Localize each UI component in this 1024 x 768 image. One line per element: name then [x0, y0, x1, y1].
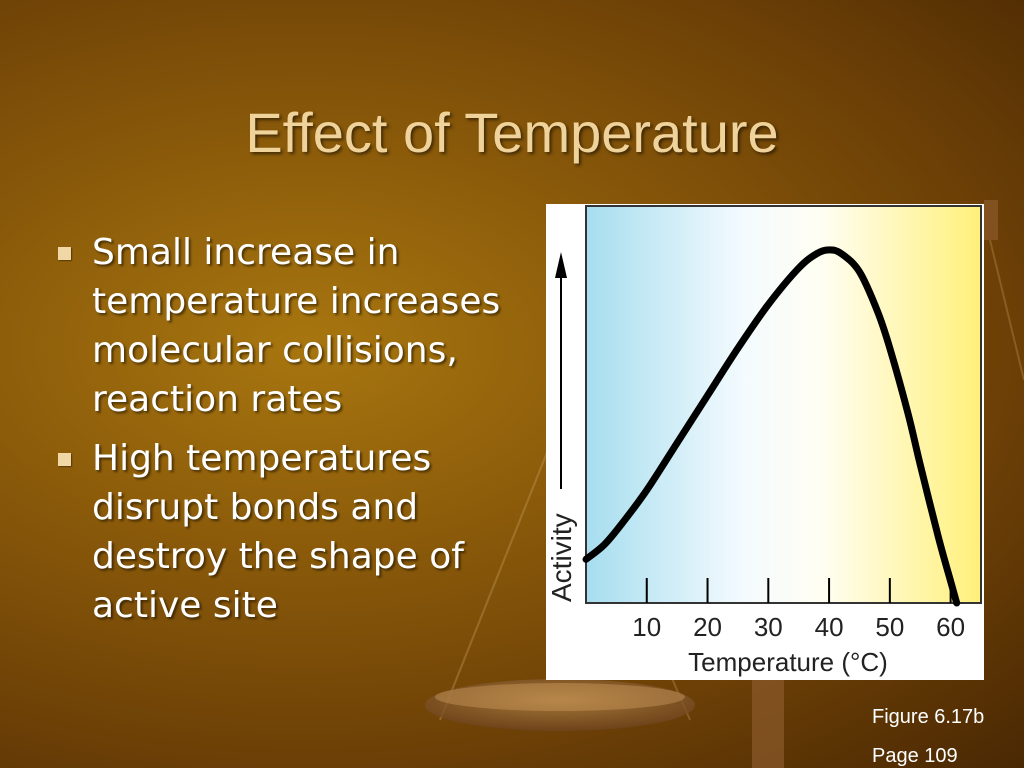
bullet-text: High temperatures disrupt bonds and dest… [92, 438, 464, 626]
figure-label: Figure 6.17b [872, 706, 985, 728]
plot-area [585, 205, 982, 604]
enzyme-activity-chart: 10 20 30 40 50 60 Activity Temperature (°C) [546, 204, 984, 680]
y-axis-label: Activity [546, 513, 577, 602]
bullet-item: Small increase in temperature increases … [56, 228, 516, 424]
slide-title: Effect of Temperature [245, 101, 779, 164]
x-tick-label: 50 [875, 612, 904, 642]
chart-canvas: 10 20 30 40 50 60 Activity Temperature (°C) [546, 205, 982, 677]
x-tick-label: 20 [693, 612, 722, 642]
x-tick-label: 10 [632, 612, 661, 642]
bullet-item: High temperatures disrupt bonds and dest… [56, 434, 516, 630]
bullet-square-icon [58, 453, 71, 466]
bullet-square-icon [58, 247, 71, 260]
activity-curve [582, 246, 961, 607]
x-tick-label: 40 [815, 612, 844, 642]
page-label: Page 109 [872, 745, 958, 767]
x-axis-label: Temperature (°C) [688, 647, 888, 677]
x-axis-tick-labels: 10 20 30 40 50 60 [632, 612, 965, 642]
y-axis-arrowhead-icon [555, 252, 567, 278]
x-tick-label: 60 [936, 612, 965, 642]
bullet-list: Small increase in temperature increases … [56, 228, 516, 640]
bullet-text: Small increase in temperature increases … [92, 232, 501, 420]
x-tick-label: 30 [754, 612, 783, 642]
